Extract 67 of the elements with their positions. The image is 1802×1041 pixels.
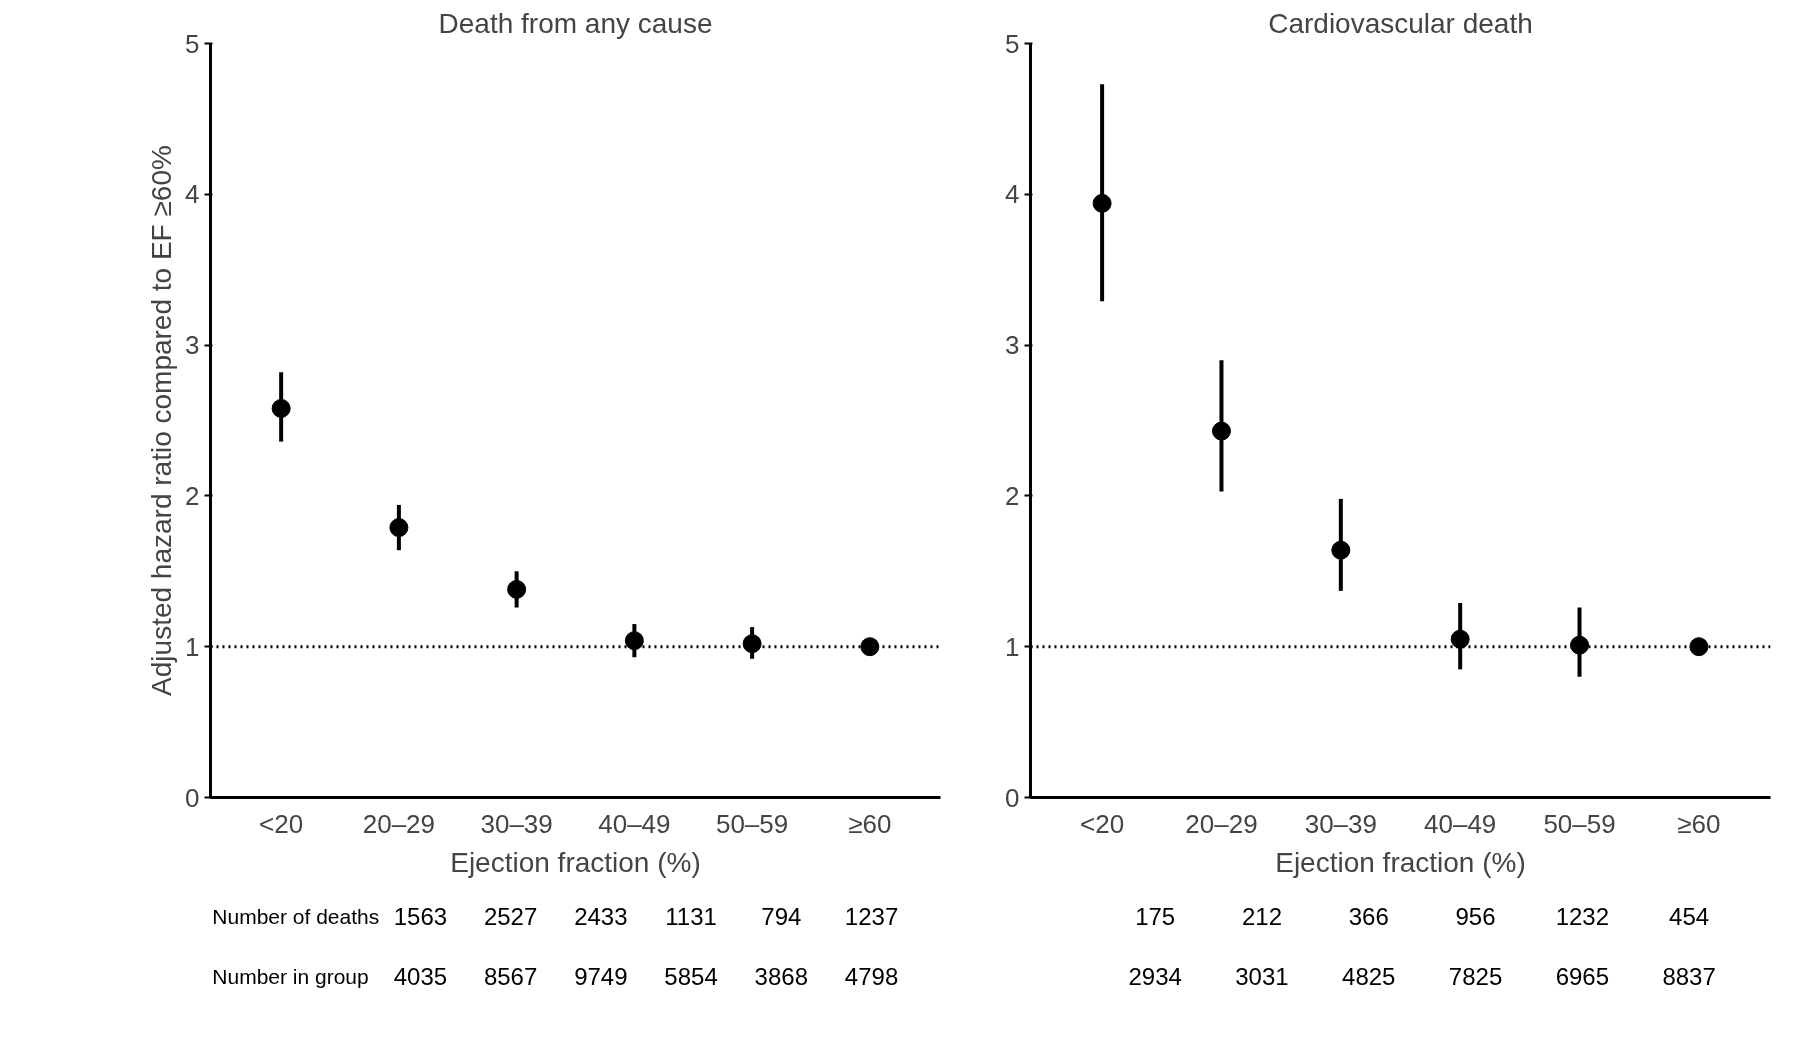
text: 956 xyxy=(1455,903,1496,930)
text: 3868 xyxy=(754,963,808,990)
text: 2934 xyxy=(1128,963,1182,990)
x-tick-label: 20–29 xyxy=(1185,808,1258,839)
x-tick-label: 30–39 xyxy=(480,808,553,839)
x-tick-label: ≥60 xyxy=(848,808,892,839)
point xyxy=(1211,421,1231,441)
point xyxy=(1092,193,1112,213)
text: 4035 xyxy=(393,963,448,990)
text: 212 xyxy=(1241,903,1282,930)
text: 8567 xyxy=(483,963,538,990)
y-tick-label: 3 xyxy=(1005,330,1020,361)
text: 6965 xyxy=(1555,963,1610,990)
text: 7825 xyxy=(1448,963,1503,990)
text: 1131 xyxy=(665,903,717,930)
y-tick-label: 0 xyxy=(1005,782,1020,813)
text: Number in group xyxy=(212,965,369,988)
y-tick-label: 2 xyxy=(1005,480,1020,511)
y-tick-label: 4 xyxy=(1005,179,1020,210)
x-tick-label: 50–59 xyxy=(1543,808,1616,839)
y-tick-label: 1 xyxy=(1005,631,1020,662)
point xyxy=(860,637,880,657)
text: 8837 xyxy=(1662,963,1716,990)
x-tick-label: 20–29 xyxy=(362,808,436,839)
y-tick-label: 4 xyxy=(185,179,200,210)
text: Number of deaths xyxy=(212,905,380,928)
x-axis-title: Ejection fraction (%) xyxy=(1275,846,1526,878)
text: 175 xyxy=(1135,903,1176,930)
point xyxy=(1450,629,1470,649)
point xyxy=(1570,635,1590,655)
text: 454 xyxy=(1669,903,1710,930)
y-tick-label: 1 xyxy=(185,631,200,662)
y-axis-title: Adjusted hazard ratio compared to EF ≥60% xyxy=(146,145,178,696)
text: 366 xyxy=(1348,903,1389,930)
chart-title: Death from any cause xyxy=(438,7,713,39)
text: 1232 xyxy=(1555,903,1610,930)
text: 9749 xyxy=(574,963,628,990)
text: 2433 xyxy=(574,903,628,930)
text: 1237 xyxy=(844,903,899,930)
point xyxy=(742,634,762,654)
chart-title: Cardiovascular death xyxy=(1268,7,1533,39)
x-axis-title: Ejection fraction (%) xyxy=(450,846,701,878)
text: 2527 xyxy=(483,903,538,930)
x-tick-label: 40–49 xyxy=(598,808,671,839)
x-tick-label: ≥60 xyxy=(1677,808,1721,839)
y-tick-label: 0 xyxy=(185,782,200,813)
x-tick-label: 30–39 xyxy=(1304,808,1377,839)
x-tick-label: 40–49 xyxy=(1424,808,1497,839)
point xyxy=(271,398,291,418)
y-tick-label: 2 xyxy=(185,480,200,511)
text: 3031 xyxy=(1235,963,1289,990)
text: 5854 xyxy=(664,963,718,990)
y-tick-label: 5 xyxy=(1005,28,1020,59)
point xyxy=(389,518,409,538)
x-tick-label: <20 xyxy=(1080,808,1125,839)
point xyxy=(1689,637,1709,657)
text: 794 xyxy=(761,903,802,930)
text: 1563 xyxy=(393,903,448,930)
point xyxy=(1331,540,1351,560)
y-tick-label: 3 xyxy=(185,330,200,361)
text: 4825 xyxy=(1342,963,1396,990)
x-tick-label: 50–59 xyxy=(715,808,789,839)
text: 4798 xyxy=(844,963,899,990)
x-tick-label: <20 xyxy=(259,808,304,839)
point xyxy=(624,631,644,651)
y-tick-label: 5 xyxy=(185,28,200,59)
point xyxy=(507,579,527,599)
